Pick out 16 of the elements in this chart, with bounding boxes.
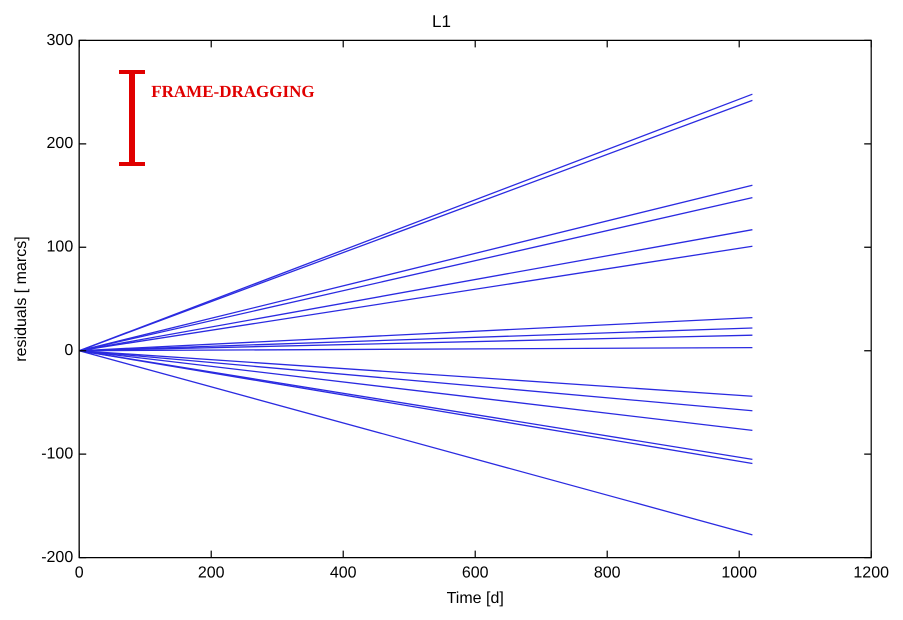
y-tick-label: 100	[46, 238, 74, 256]
y-axis-title: residuals [ marcs]	[13, 236, 30, 362]
x-tick-label: 800	[594, 564, 621, 582]
x-tick-label: 1200	[853, 564, 890, 582]
y-tick-label: 0	[64, 342, 74, 360]
x-tick-label: 200	[198, 564, 225, 582]
y-tick-label: 200	[46, 135, 74, 152]
chart-title: L1	[432, 12, 451, 31]
x-tick-label: 1000	[721, 564, 758, 582]
x-tick-label: 400	[330, 564, 357, 582]
y-tick-label: 300	[46, 32, 74, 49]
x-axis-title: Time [d]	[446, 590, 504, 607]
x-tick-label: 600	[462, 564, 489, 582]
y-tick-label: -100	[41, 446, 74, 463]
annotation: FRAME-DRAGGING	[151, 82, 315, 102]
y-tick-label: -200	[41, 549, 74, 566]
